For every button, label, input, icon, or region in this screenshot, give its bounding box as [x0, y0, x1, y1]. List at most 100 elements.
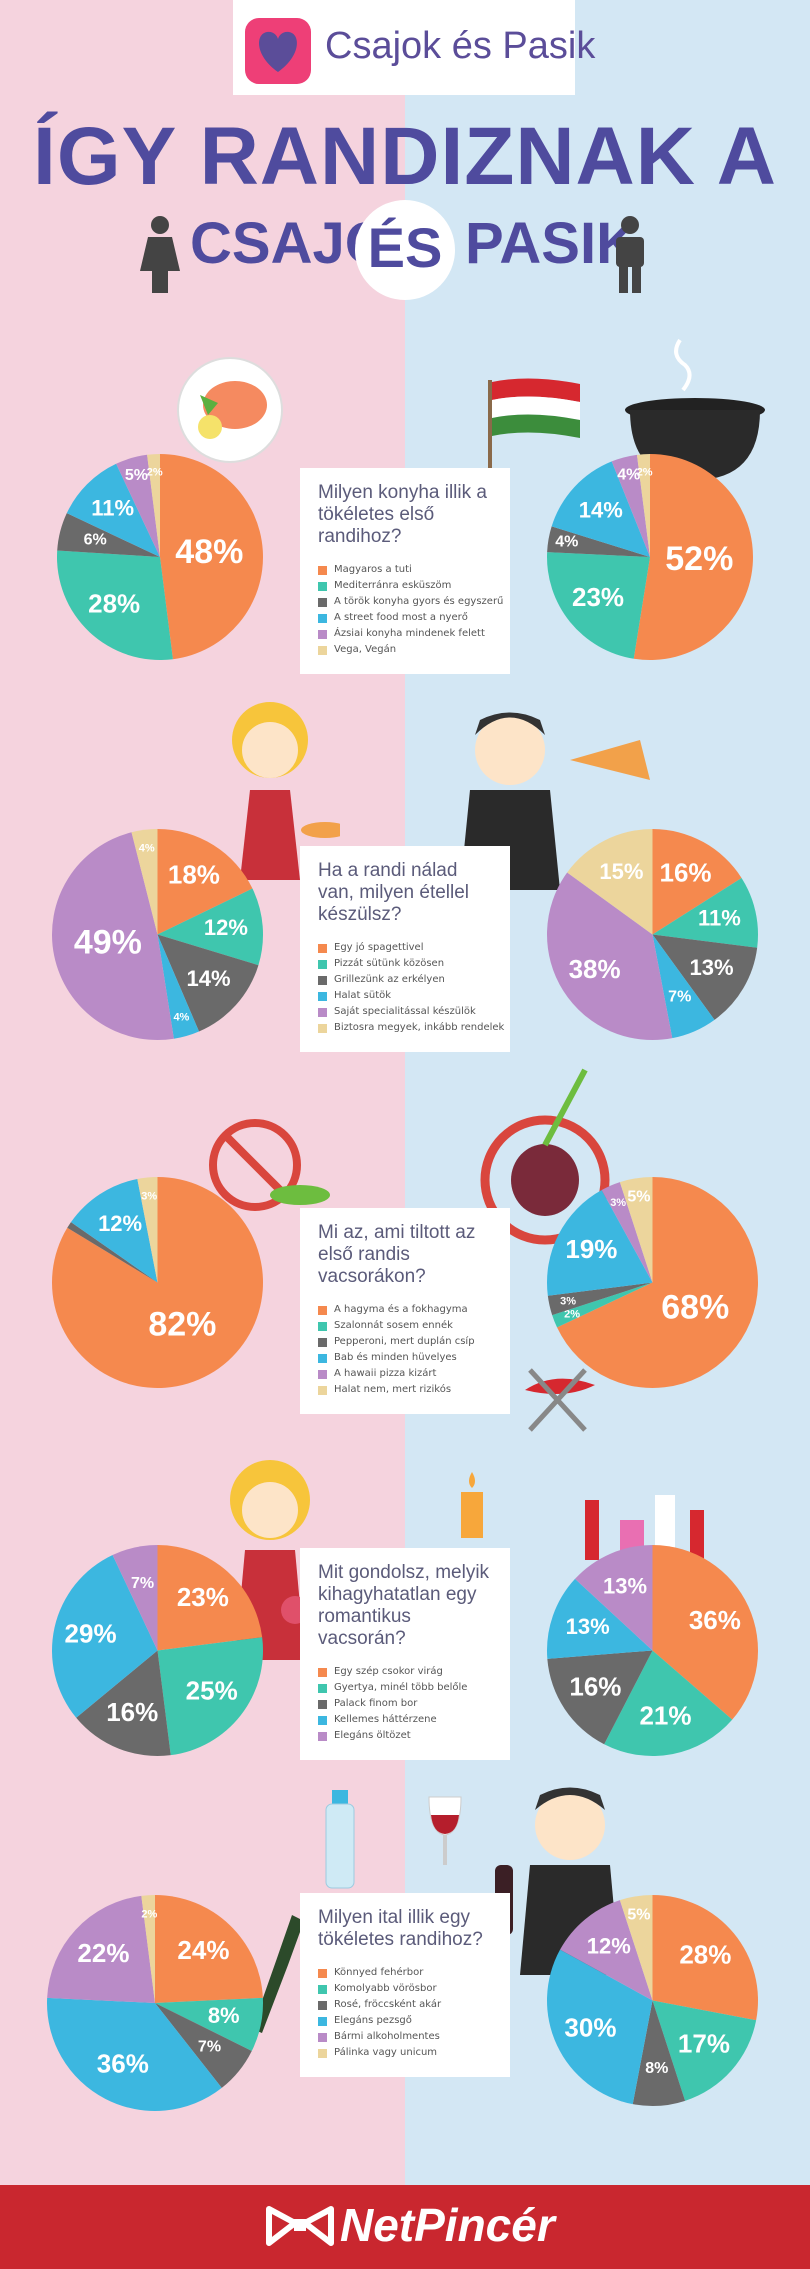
- pie-slice: [547, 1949, 653, 2105]
- question-title: Mi az, ami tiltott az első randis vacsor…: [318, 1222, 476, 1287]
- question-box-3: Mi az, ami tiltott az első randis vacsor…: [300, 1208, 510, 1414]
- legend-swatch: [318, 1968, 327, 1978]
- legend-swatch: [318, 1385, 327, 1395]
- pie-slice: [157, 829, 253, 935]
- pie-slice: [604, 1650, 733, 1756]
- legend-label: Komolyabb vörösbor: [334, 1983, 437, 1994]
- legend-item: Halat nem, mert rizikós: [318, 1382, 492, 1398]
- legend-item: Gyertya, minél több belőle: [318, 1680, 492, 1696]
- legend-swatch: [318, 943, 327, 953]
- pie-slice-label: 30%: [564, 2013, 616, 2043]
- pie-slice-label: 82%: [148, 1306, 216, 1344]
- legend-label: Kellemes háttérzene: [334, 1714, 437, 1725]
- pie-slice: [619, 1895, 653, 2001]
- legend-item: Könnyed fehérbor: [318, 1965, 492, 1981]
- pie-chart-pasik-q5: 28% 17% 8% 30% 12% 5%: [547, 1895, 758, 2106]
- legend-item: Grillezünk az erkélyen: [318, 972, 492, 988]
- legend-item: Biztosra megyek, inkább rendelek: [318, 1020, 504, 1036]
- legend-label: Pepperoni, mert duplán csíp: [334, 1336, 475, 1347]
- pie-slice-label: 4%: [555, 534, 578, 551]
- pie-slice-label: 11%: [91, 495, 134, 520]
- pie-slice-label: 8%: [208, 2003, 240, 2028]
- wine-glass-icon: [428, 1796, 462, 1865]
- legend-swatch: [318, 645, 327, 655]
- pie-slice-label: 2%: [637, 467, 653, 479]
- legend: A hagyma és a fokhagyma Szalonnát sosem e…: [318, 1302, 492, 1398]
- headline-es: ÉS: [367, 216, 443, 279]
- pie-slice-label: 23%: [177, 1582, 229, 1612]
- pie-slice-label: 12%: [98, 1211, 142, 1236]
- pie-slice: [131, 829, 158, 935]
- pie-slice: [636, 454, 650, 557]
- pie-slice: [70, 1178, 158, 1283]
- legend: Könnyed fehérbor Komolyabb vörösbor Rosé, …: [318, 1965, 492, 2061]
- pie-slice: [652, 934, 715, 1039]
- legend-label: Palack finom bor: [334, 1698, 418, 1709]
- legend-swatch: [318, 565, 327, 575]
- pie-slice: [147, 454, 160, 557]
- legend-label: A street food most a nyerő: [334, 612, 468, 623]
- pie-slice-label: 13%: [603, 1573, 647, 1598]
- pie-slice-label: 12%: [204, 915, 248, 940]
- pie-slice: [547, 1578, 653, 1659]
- legend-label: Halat nem, mert rizikós: [334, 1384, 452, 1395]
- legend-swatch: [318, 1023, 327, 1033]
- no-beans-illustration: [209, 1119, 330, 1211]
- pie-slice-label: 68%: [661, 1289, 729, 1327]
- pie-slice: [557, 1177, 758, 1388]
- legend-item: Pepperoni, mert duplán csíp: [318, 1334, 492, 1350]
- pie-slice-label: 5%: [125, 467, 148, 484]
- pie-slice-label: 13%: [566, 1614, 610, 1639]
- pie-slice: [157, 1637, 263, 1756]
- champagne-bottle-icon: [252, 1915, 304, 2033]
- pie-slice: [652, 1895, 758, 2021]
- legend-item: Bármi alkoholmentes: [318, 2029, 492, 2045]
- legend-label: Pálinka vagy unicum: [334, 2047, 438, 2058]
- pie-slice: [652, 877, 758, 948]
- pie-slice-label: 28%: [88, 589, 140, 619]
- pie-chart-pasik-q3: 68%2%3%19%3% 5%: [547, 1177, 758, 1388]
- pie-slice: [46, 1997, 222, 2111]
- legend-label: Pizzát sütünk közösen: [334, 958, 445, 969]
- pie-slice-label: 15%: [599, 859, 643, 884]
- pie-slice-label: 16%: [106, 1697, 158, 1727]
- legend-label: Szalonnát sosem ennék: [334, 1320, 453, 1331]
- pie-slice-label: 38%: [569, 954, 621, 984]
- pie-chart-csajok-q2: 18% 12% 14% 4% 49% 4%: [52, 829, 263, 1040]
- legend-item: Egy szép csokor virág: [318, 1664, 492, 1680]
- pie-slice: [547, 1190, 653, 1296]
- legend-label: Elegáns pezsgő: [334, 2015, 412, 2026]
- legend-label: Bármi alkoholmentes: [334, 2031, 440, 2042]
- legend-label: Vega, Vegán: [334, 644, 397, 655]
- legend-label: Magyaros a tuti: [334, 564, 412, 575]
- pie-slice-label: 4%: [139, 843, 155, 855]
- legend-item: A street food most a nyerő: [318, 610, 492, 626]
- pie-slice: [116, 454, 160, 557]
- legend-swatch: [318, 597, 327, 607]
- legend-item: A hagyma és a fokhagyma: [318, 1302, 492, 1318]
- legend-label: Mediterránra esküszöm: [334, 580, 452, 591]
- question-title: Mit gondolsz, melyik kihagyhatatlan egy …: [318, 1562, 490, 1649]
- legend-item: Magyaros a tuti: [318, 562, 492, 578]
- pie-chart-pasik-q1: 52%23%4%14%4%2%: [547, 454, 753, 660]
- legend: Egy jó spagettivel Pizzát sütünk közösen G…: [318, 940, 504, 1036]
- legend-swatch: [318, 629, 327, 639]
- legend-label: Könnyed fehérbor: [334, 1967, 424, 1978]
- pie-slice-label: 5%: [627, 1188, 650, 1205]
- legend-label: Rosé, fröccsként akár: [334, 1999, 442, 2010]
- fish-plate-illustration: [177, 357, 283, 463]
- pie-chart-csajok-q4: 23% 25% 16% 29% 7%: [52, 1545, 263, 1756]
- pie-slice-label: 2%: [141, 1909, 157, 1921]
- pie-slice-label: 7%: [198, 2038, 221, 2055]
- legend-item: Palack finom bor: [318, 1696, 492, 1712]
- pie-chart-csajok-q1: 48% 28% 6% 11% 5%2%: [56, 454, 264, 660]
- pie-slice: [632, 2000, 686, 2106]
- question-box-2: Ha a randi nálad van, milyen étellel kés…: [300, 846, 510, 1052]
- legend-item: Bab és minden hüvelyes: [318, 1350, 492, 1366]
- legend-swatch: [318, 1667, 327, 1677]
- water-bottle-icon: [325, 1790, 355, 1889]
- pie-slice-label: 2%: [147, 467, 163, 479]
- legend-label: Elegáns öltözet: [334, 1730, 411, 1741]
- pie-slice: [652, 1545, 758, 1720]
- pie-chart-csajok-q3: 82% 12% 3%: [51, 1177, 263, 1388]
